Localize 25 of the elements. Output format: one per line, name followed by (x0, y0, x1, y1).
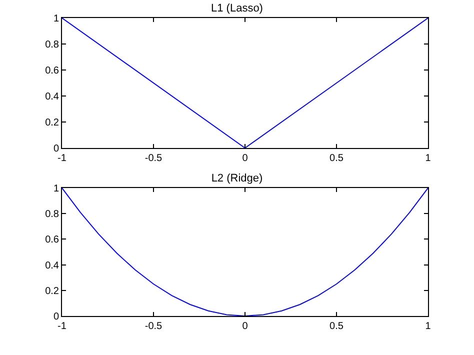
line-series (62, 188, 428, 316)
y-tick-label: 0.6 (45, 66, 60, 76)
y-tick-label: 1 (53, 14, 60, 24)
x-tick-label: -0.5 (144, 321, 163, 332)
y-tick-label: 0.8 (45, 209, 60, 220)
y-tick-label: 0 (53, 312, 60, 322)
y-tick-label: 1 (53, 184, 60, 194)
chart-title: L2 (Ridge) (211, 172, 263, 185)
x-tick-label: 0 (242, 321, 248, 332)
x-tick-label: 1 (425, 321, 432, 332)
x-tick-label: 1 (425, 153, 432, 164)
y-tick-label: 0.2 (45, 286, 60, 297)
y-tick-label: 0.6 (45, 234, 60, 246)
y-tick-label: 0 (53, 144, 60, 154)
y-tick-label: 0.2 (45, 118, 60, 128)
x-tick-label: -1 (58, 321, 67, 332)
x-tick-label: -0.5 (144, 153, 163, 164)
chart-title: L1 (Lasso) (211, 2, 263, 15)
x-tick-label: 0 (242, 153, 248, 164)
y-tick-label: 0.4 (45, 92, 60, 102)
x-tick-label: -1 (58, 153, 67, 164)
x-tick-label: 0.5 (330, 321, 344, 332)
y-tick-label: 0.8 (45, 40, 60, 50)
x-tick-label: 0.5 (330, 153, 344, 164)
y-tick-label: 0.4 (45, 260, 60, 272)
